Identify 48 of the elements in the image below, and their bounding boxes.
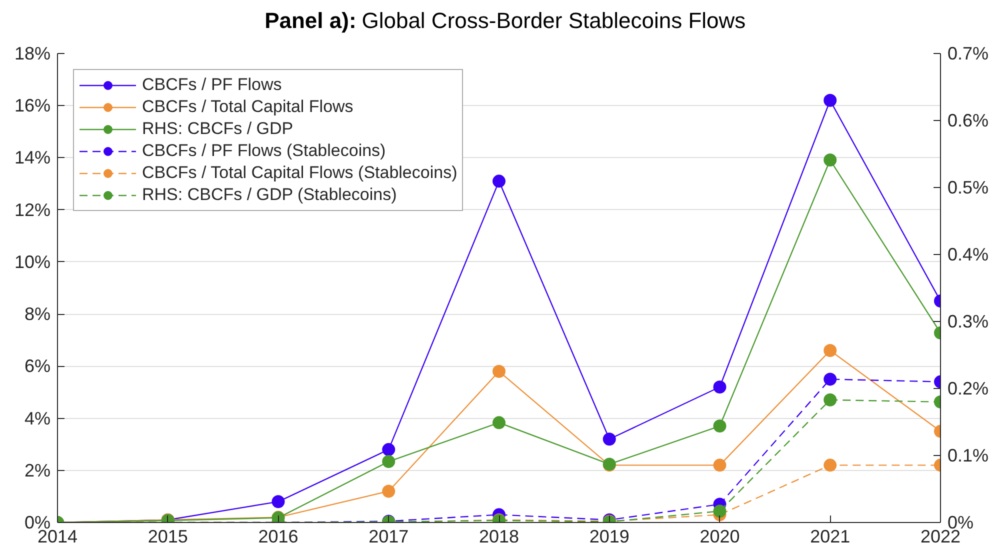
legend-label: CBCFs / Total Capital Flows (142, 97, 354, 117)
y-tick-label: 16% (14, 96, 51, 116)
x-tick-label: 2020 (700, 526, 740, 546)
point (382, 484, 396, 498)
y-tick-label: 8% (24, 304, 50, 324)
y2-tick-label: 0.6% (948, 110, 989, 130)
point (382, 455, 396, 468)
y2-tick-label: 0.7% (948, 44, 989, 64)
point (824, 372, 837, 386)
x-tick-label: 2016 (258, 526, 298, 546)
x-tick-label: 2015 (148, 526, 188, 546)
y-tick-label: 2% (24, 460, 50, 480)
legend-label: CBCFs / PF Flows (142, 75, 282, 95)
point (382, 443, 396, 456)
chart-title: Panel a): Global Cross-Border Stablecoins Flows (264, 8, 746, 33)
x-tick-label: 2021 (810, 526, 850, 546)
point (713, 380, 726, 394)
y-tick-label: 12% (14, 200, 51, 220)
point (824, 344, 837, 358)
y-tick-label: 4% (24, 408, 50, 428)
y2-tick-label: 0.2% (948, 378, 989, 398)
point (713, 504, 726, 518)
y-tick-label: 10% (14, 252, 51, 272)
point (713, 458, 726, 472)
point (272, 495, 285, 508)
y2-tick-label: 0.3% (948, 312, 989, 332)
point (492, 416, 506, 430)
y-tick-label: 18% (14, 44, 51, 64)
legend-label: CBCFs / PF Flows (Stablecoins) (142, 141, 386, 161)
y2-tick-label: 0.1% (948, 446, 989, 466)
point (824, 393, 837, 406)
point (492, 174, 506, 188)
point (824, 94, 837, 107)
point (713, 420, 726, 433)
legend-label: CBCFs / Total Capital Flows (Stablecoins) (142, 163, 458, 183)
legend-label: RHS: CBCFs / GDP (142, 119, 294, 139)
y-tick-label: 14% (14, 148, 51, 168)
y-tick-label: 6% (24, 356, 50, 376)
point (824, 458, 837, 472)
x-tick-label: 2018 (478, 526, 520, 546)
point (602, 432, 616, 446)
x-tick-label: 2019 (589, 526, 630, 546)
x-tick-label: 2017 (368, 526, 409, 546)
y2-tick-label: 0.4% (948, 244, 989, 264)
legend-label: RHS: CBCFs / GDP (Stablecoins) (142, 185, 397, 205)
point (824, 154, 837, 167)
point (492, 364, 506, 378)
y2-tick-label: 0.5% (948, 178, 989, 198)
